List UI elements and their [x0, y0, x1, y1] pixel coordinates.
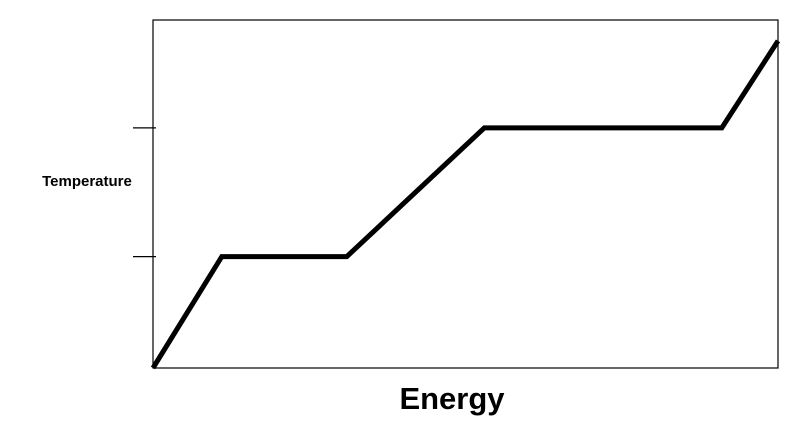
- x-axis-label: Energy: [399, 381, 505, 416]
- y-axis-label: Temperature: [42, 173, 132, 190]
- y-tick-marks: [133, 127, 156, 258]
- series-line: [150, 39, 781, 370]
- plot-frame: [152, 19, 779, 369]
